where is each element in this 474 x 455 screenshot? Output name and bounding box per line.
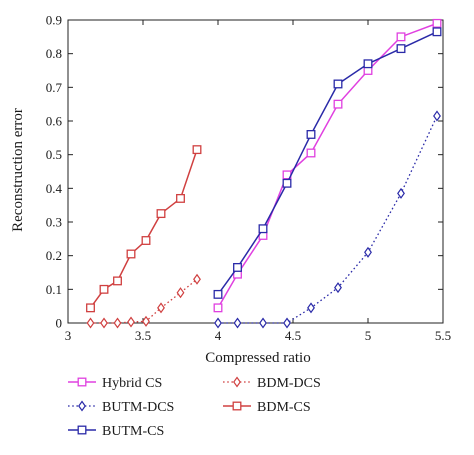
plot-area: 3 3.5 4 4.5 5 5.5 0 0.1 0.2 0.3 0.4 0.5 0.6 0.7 0.8 0.9 <box>46 13 451 344</box>
series-hybrid-cs <box>213 18 442 313</box>
series-line <box>89 149 198 309</box>
legend: Hybrid CS BUTM-DCS BUTM-CS BDM-DCS BDM-CS <box>68 376 321 439</box>
plot-frame <box>67 19 444 324</box>
data-point <box>176 287 185 299</box>
data-point <box>86 303 95 313</box>
x-tick-label: 4.5 <box>285 328 301 343</box>
legend-label: BUTM-CS <box>102 424 164 439</box>
series-line <box>218 115 438 324</box>
data-point <box>213 303 223 313</box>
data-point <box>433 110 441 122</box>
data-point <box>213 289 223 299</box>
data-point <box>86 317 95 329</box>
x-tick-label: 3.5 <box>135 328 151 343</box>
y-tick-label: 0.8 <box>46 46 62 61</box>
data-point <box>258 224 268 234</box>
y-axis-label: Reconstruction error <box>10 108 26 232</box>
data-point <box>396 44 406 54</box>
data-point <box>113 317 122 329</box>
y-tick-label: 0.2 <box>46 248 62 263</box>
data-point <box>141 236 151 245</box>
legend-marker <box>232 401 242 411</box>
legend-marker <box>78 400 86 412</box>
x-tick-label: 5 <box>365 328 372 343</box>
data-point <box>233 262 242 272</box>
data-point <box>259 317 267 329</box>
data-point <box>126 249 136 259</box>
data-point <box>113 276 122 286</box>
y-tick-label: 0 <box>56 316 63 331</box>
data-point <box>432 27 442 37</box>
y-tick-label: 0.4 <box>46 181 63 196</box>
series-bdm-dcs <box>86 273 201 329</box>
data-point <box>157 302 165 314</box>
data-point <box>307 302 315 314</box>
data-point <box>99 284 109 294</box>
legend-item: BDM-CS <box>223 400 311 415</box>
series-butm-dcs <box>214 110 441 329</box>
data-point <box>193 273 201 285</box>
data-point <box>156 209 166 219</box>
data-point <box>233 317 242 329</box>
data-point <box>176 193 185 203</box>
data-point <box>214 317 222 329</box>
data-point <box>306 148 316 158</box>
x-tick-label: 4 <box>215 328 222 343</box>
legend-item: BUTM-CS <box>68 424 164 439</box>
data-point <box>283 317 291 329</box>
series-butm-cs <box>213 27 442 299</box>
legend-marker <box>233 376 241 388</box>
y-tick-label: 0.7 <box>46 80 63 95</box>
y-tick-label: 0.9 <box>46 13 62 28</box>
x-axis-label: Compressed ratio <box>205 350 310 366</box>
y-tick-label: 0.1 <box>46 282 62 297</box>
data-point <box>282 178 292 188</box>
data-point <box>397 187 405 199</box>
legend-item: BDM-DCS <box>223 376 321 391</box>
data-point <box>127 316 135 328</box>
data-point <box>334 282 342 294</box>
data-point <box>142 315 150 327</box>
data-point <box>306 130 316 139</box>
data-point <box>333 79 343 89</box>
data-point <box>364 246 372 258</box>
x-tick-label: 3 <box>65 328 72 343</box>
data-point <box>192 145 202 155</box>
y-tick-label: 0.5 <box>46 147 62 162</box>
x-tick-label: 5.5 <box>435 328 451 343</box>
series-bdm-cs <box>86 145 202 313</box>
y-tick-label: 0.6 <box>46 114 63 129</box>
data-point <box>363 59 373 69</box>
legend-marker <box>77 425 87 435</box>
legend-marker <box>77 377 87 387</box>
data-point <box>396 32 406 42</box>
data-point <box>100 317 108 329</box>
data-point <box>432 18 442 28</box>
legend-label: BUTM-DCS <box>102 400 174 415</box>
legend-label: BDM-DCS <box>257 376 321 391</box>
series-line <box>217 22 438 309</box>
y-tick-label: 0.3 <box>46 215 62 230</box>
legend-label: Hybrid CS <box>102 376 162 391</box>
legend-item: BUTM-DCS <box>68 400 174 415</box>
legend-item: Hybrid CS <box>68 376 162 391</box>
legend-label: BDM-CS <box>257 400 311 415</box>
data-point <box>333 99 343 109</box>
